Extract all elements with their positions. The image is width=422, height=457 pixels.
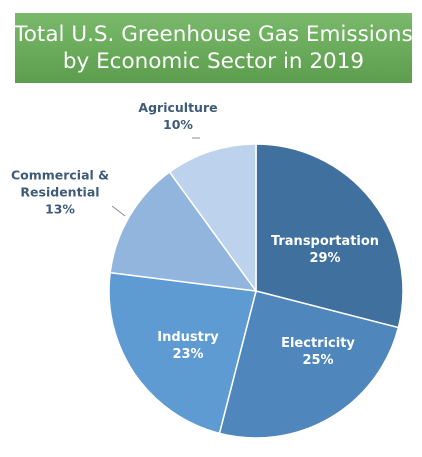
- pie-slice-commercial-and-residential: [109, 171, 258, 292]
- data-label-commercial-and-residential: 13%: [45, 202, 75, 217]
- pie-slice-transportation: [255, 143, 404, 329]
- data-label-agriculture: 10%: [163, 117, 193, 132]
- slice-label-commercial-and-residential-1: Residential: [20, 185, 99, 200]
- pie-slice-agriculture: [168, 143, 257, 294]
- chart-title-line-2: by Economic Sector in 2019: [62, 49, 365, 74]
- chart-title-line-1: Total U.S. Greenhouse Gas Emissions: [14, 22, 413, 47]
- slice-label-transportation-0: Transportation: [271, 234, 379, 249]
- pie-slice-industry: [108, 271, 257, 435]
- data-label-electricity: 25%: [302, 353, 333, 368]
- data-label-industry: 23%: [172, 347, 203, 362]
- leader-line-commercial-and-residential: [111, 205, 126, 217]
- pie-slice-electricity: [218, 290, 400, 439]
- chart-title-banner: Total U.S. Greenhouse Gas Emissions by E…: [14, 13, 413, 83]
- data-label-transportation: 29%: [309, 251, 340, 266]
- slice-label-agriculture-0: Agriculture: [138, 100, 217, 115]
- slice-label-electricity-0: Electricity: [281, 336, 355, 351]
- slice-label-industry-0: Industry: [157, 330, 219, 345]
- pie-slices: [108, 143, 404, 439]
- pie-labels: Transportation 29% Electricity 25% Industry 2…: [11, 100, 379, 368]
- slice-label-commercial-and-residential-0: Commercial &: [11, 168, 109, 183]
